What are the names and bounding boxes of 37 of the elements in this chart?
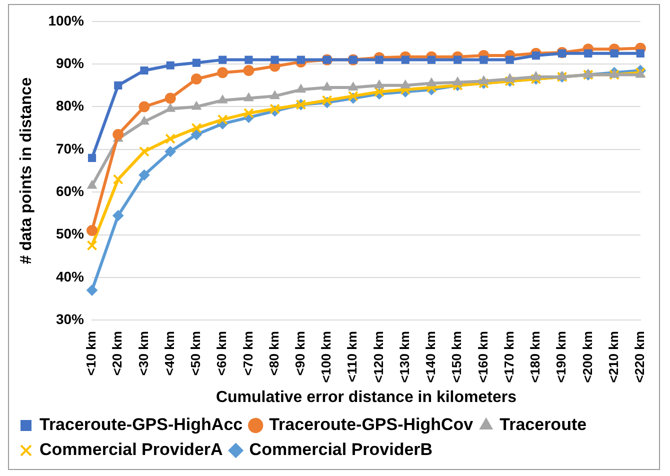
x-tick-label: <180 km — [528, 331, 543, 383]
legend-label: Traceroute-GPS-HighAcc — [40, 415, 243, 434]
x-tick-label: <140 km — [423, 331, 438, 383]
legend-label: Traceroute-GPS-HighCov — [269, 415, 474, 434]
x-tick-label: <210 km — [606, 331, 621, 383]
y-tick-label: 90% — [56, 54, 85, 71]
y-tick-label: 60% — [56, 182, 85, 199]
legend-label: Commercial ProviderB — [249, 440, 433, 460]
y-tick-label: 50% — [56, 226, 85, 242]
y-axis-title: # data points in distance — [18, 77, 36, 264]
x-tick-label: <150 km — [449, 331, 464, 383]
x-tick-label: <100 km — [318, 331, 334, 383]
x-tick-label: <50 km — [188, 331, 204, 376]
x-tick-label: <30 km — [136, 331, 151, 376]
x-tick-label: <110 km — [344, 331, 360, 382]
legend-label: Traceroute — [500, 415, 587, 434]
x-tick-label: <80 km — [266, 331, 282, 376]
x-tick-label: <40 km — [162, 331, 177, 376]
legend-label: Commercial ProviderA — [40, 440, 223, 460]
x-tick-label: <200 km — [580, 331, 595, 383]
x-tick-label: <160 km — [475, 331, 490, 383]
x-tick-label: <170 km — [501, 331, 516, 383]
x-tick-label: <120 km — [370, 331, 386, 383]
x-tick-label: <10 km — [84, 331, 99, 376]
y-tick-label: 80% — [56, 98, 85, 114]
x-tick-label: <220 km — [632, 331, 647, 383]
x-tick-label: <90 km — [292, 331, 308, 376]
x-axis-title: Cumulative error distance in kilometers — [216, 388, 517, 406]
x-tick-label: <130 km — [396, 331, 412, 383]
y-tick-label: 30% — [56, 310, 85, 327]
x-tick-label: <190 km — [554, 331, 569, 383]
y-tick-label: 100% — [48, 12, 85, 28]
y-tick-label: 40% — [56, 268, 85, 284]
x-tick-label: <60 km — [214, 331, 230, 376]
x-tick-label: <70 km — [240, 331, 256, 376]
y-tick-label: 70% — [56, 140, 85, 156]
x-tick-label: <20 km — [110, 331, 125, 376]
